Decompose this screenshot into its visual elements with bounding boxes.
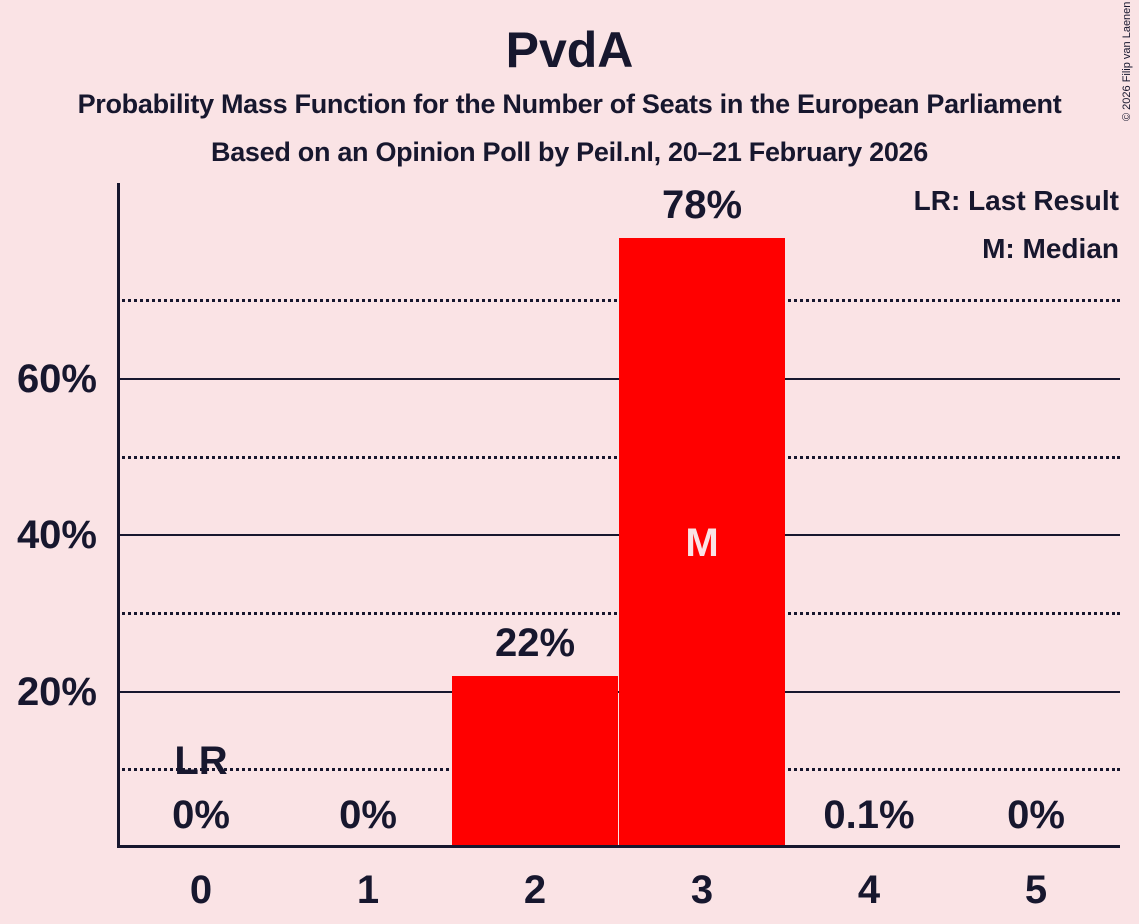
y-axis-line: [117, 183, 120, 848]
value-label-seat-4: 0.1%: [823, 793, 915, 837]
value-label-seat-2: 22%: [494, 620, 576, 665]
value-label-seat-5: 0%: [1007, 793, 1065, 837]
chart-subtitle: Probability Mass Function for the Number…: [77, 89, 1062, 119]
legend-median-entry: M: Median: [982, 233, 1119, 264]
last-result-marker: LR: [174, 738, 228, 783]
x-axis-label-5: 5: [1024, 868, 1048, 912]
gridline-dotted-70: [117, 299, 1120, 303]
chart-legend: LR: Last Result M: Median: [914, 177, 1119, 273]
x-axis-label-4: 4: [857, 868, 881, 912]
legend-last-result-entry: LR: Last Result: [913, 185, 1119, 216]
bar-seat-2: [452, 675, 618, 848]
y-axis-label-20: 20%: [16, 669, 97, 714]
gridline-dotted-50: [117, 455, 1120, 459]
x-axis-label-2: 2: [523, 868, 547, 912]
x-axis-label-0: 0: [189, 868, 213, 912]
gridline-solid-40: [117, 534, 1120, 537]
chart-title: PvdA: [505, 22, 634, 78]
gridline-dotted-30: [117, 611, 1120, 615]
y-axis-label-60: 60%: [16, 356, 97, 401]
value-label-seat-3: 78%: [661, 183, 743, 228]
gridline-solid-60: [117, 377, 1120, 380]
x-axis-label-1: 1: [356, 868, 380, 912]
bar-seat-3: [619, 238, 785, 848]
median-marker: M: [685, 521, 719, 566]
y-axis-label-40: 40%: [16, 513, 97, 558]
gridline-dotted-10: [117, 768, 1120, 772]
x-axis-label-3: 3: [690, 868, 714, 912]
gridline-solid-20: [117, 690, 1120, 693]
x-axis-line: [117, 845, 1120, 848]
value-label-seat-0: 0%: [172, 793, 230, 837]
value-label-seat-1: 0%: [339, 793, 397, 837]
chart-source-line: Based on an Opinion Poll by Peil.nl, 20–…: [211, 137, 928, 167]
